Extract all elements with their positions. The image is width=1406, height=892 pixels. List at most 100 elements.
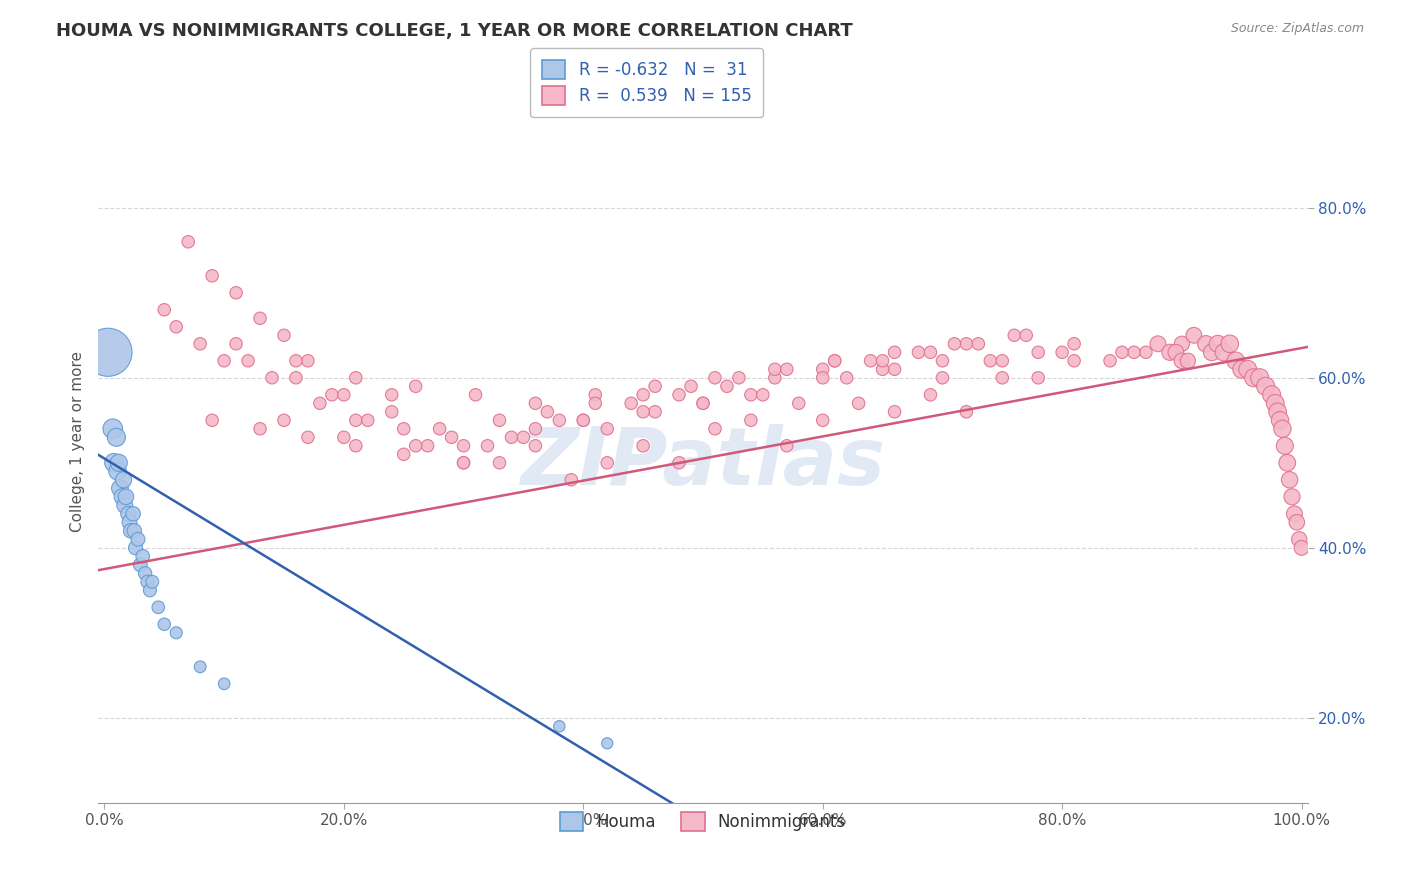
Point — [165, 319, 187, 334]
Point — [107, 464, 129, 478]
Point — [991, 353, 1014, 368]
Point — [477, 439, 499, 453]
Point — [524, 396, 547, 410]
Point — [668, 388, 690, 402]
Point — [333, 430, 356, 444]
Point — [501, 430, 523, 444]
Point — [1099, 353, 1122, 368]
Point — [136, 574, 159, 589]
Point — [188, 660, 211, 674]
Legend: Houma, Nonimmigrants: Houma, Nonimmigrants — [550, 802, 856, 841]
Point — [127, 533, 149, 547]
Point — [1147, 336, 1170, 351]
Point — [115, 490, 138, 504]
Point — [583, 396, 606, 410]
Point — [524, 422, 547, 436]
Point — [548, 719, 571, 733]
Point — [536, 405, 558, 419]
Point — [679, 379, 702, 393]
Point — [787, 396, 810, 410]
Point — [776, 439, 799, 453]
Point — [134, 566, 156, 581]
Point — [132, 549, 155, 564]
Point — [931, 353, 953, 368]
Point — [309, 396, 332, 410]
Point — [1260, 388, 1282, 402]
Point — [931, 371, 953, 385]
Point — [225, 285, 247, 300]
Point — [124, 524, 146, 538]
Point — [991, 371, 1014, 385]
Point — [692, 396, 714, 410]
Point — [148, 600, 170, 615]
Point — [824, 353, 846, 368]
Point — [704, 371, 727, 385]
Point — [129, 558, 152, 572]
Point — [153, 617, 176, 632]
Point — [392, 422, 415, 436]
Point — [596, 456, 619, 470]
Point — [1288, 533, 1310, 547]
Point — [955, 405, 977, 419]
Point — [740, 388, 762, 402]
Point — [596, 736, 619, 750]
Point — [955, 336, 977, 351]
Point — [560, 473, 582, 487]
Point — [1063, 353, 1085, 368]
Point — [1212, 345, 1234, 359]
Point — [811, 362, 834, 376]
Point — [118, 516, 141, 530]
Point — [572, 413, 595, 427]
Point — [103, 456, 125, 470]
Point — [967, 336, 990, 351]
Point — [1159, 345, 1181, 359]
Point — [1195, 336, 1218, 351]
Point — [752, 388, 775, 402]
Point — [1135, 345, 1157, 359]
Point — [1291, 541, 1313, 555]
Point — [440, 430, 463, 444]
Point — [1002, 328, 1025, 343]
Point — [776, 362, 799, 376]
Point — [1285, 516, 1308, 530]
Point — [728, 371, 751, 385]
Point — [453, 456, 475, 470]
Point — [141, 574, 163, 589]
Point — [1206, 336, 1229, 351]
Point — [596, 422, 619, 436]
Point — [1171, 336, 1194, 351]
Point — [1164, 345, 1187, 359]
Point — [763, 362, 786, 376]
Point — [740, 413, 762, 427]
Point — [1177, 353, 1199, 368]
Point — [716, 379, 738, 393]
Point — [101, 422, 124, 436]
Point — [97, 345, 120, 359]
Point — [920, 345, 942, 359]
Point — [344, 439, 367, 453]
Point — [1225, 353, 1247, 368]
Point — [811, 371, 834, 385]
Point — [1271, 422, 1294, 436]
Point — [260, 371, 283, 385]
Point — [344, 371, 367, 385]
Point — [1268, 413, 1291, 427]
Point — [284, 353, 307, 368]
Point — [1026, 345, 1049, 359]
Point — [631, 388, 654, 402]
Point — [668, 456, 690, 470]
Point — [907, 345, 929, 359]
Point — [117, 507, 139, 521]
Point — [177, 235, 200, 249]
Y-axis label: College, 1 year or more: College, 1 year or more — [69, 351, 84, 532]
Point — [416, 439, 439, 453]
Point — [1281, 490, 1303, 504]
Text: Source: ZipAtlas.com: Source: ZipAtlas.com — [1230, 22, 1364, 36]
Point — [333, 388, 356, 402]
Point — [1026, 371, 1049, 385]
Point — [1264, 396, 1286, 410]
Point — [405, 379, 427, 393]
Point — [1123, 345, 1146, 359]
Point — [1201, 345, 1223, 359]
Point — [392, 447, 415, 461]
